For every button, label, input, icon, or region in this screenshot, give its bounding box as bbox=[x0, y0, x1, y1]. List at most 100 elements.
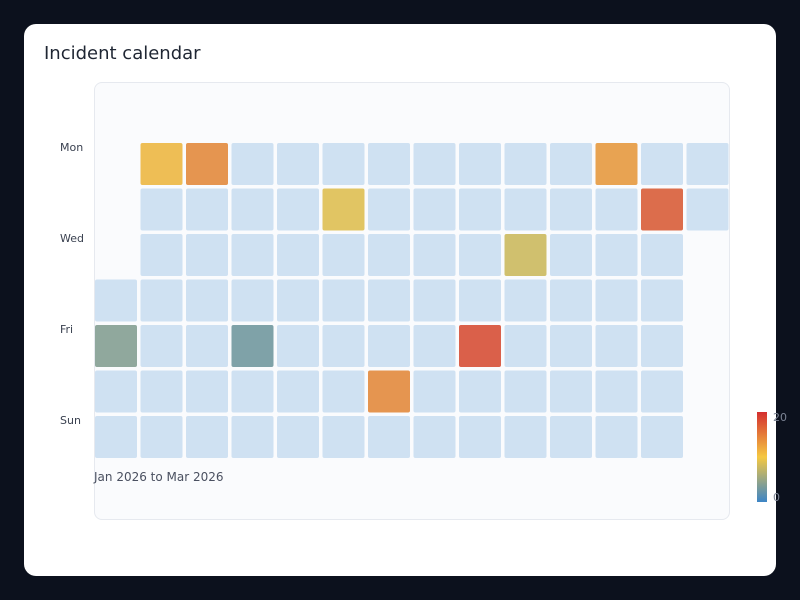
heatmap-cell[interactable] bbox=[459, 143, 501, 185]
heatmap-cell[interactable] bbox=[686, 188, 729, 231]
heatmap-cell[interactable] bbox=[595, 143, 638, 185]
heatmap-cell[interactable] bbox=[231, 188, 274, 231]
heatmap-cell[interactable] bbox=[95, 416, 137, 458]
heatmap-cell[interactable] bbox=[231, 279, 274, 322]
heatmap-cell[interactable] bbox=[322, 188, 365, 231]
heatmap-cell[interactable] bbox=[641, 325, 683, 367]
heatmap-cell[interactable] bbox=[504, 234, 547, 276]
heatmap-cell[interactable] bbox=[641, 143, 683, 185]
legend-max-label: 20 bbox=[773, 411, 787, 424]
heatmap-cell[interactable] bbox=[641, 279, 683, 322]
date-range-caption: Jan 2026 to Mar 2026 bbox=[93, 470, 224, 484]
heatmap-cell[interactable] bbox=[277, 143, 319, 185]
heatmap-cell[interactable] bbox=[413, 188, 456, 231]
heatmap-cell[interactable] bbox=[322, 279, 365, 322]
heatmap-cell[interactable] bbox=[186, 143, 228, 185]
heatmap-cell[interactable] bbox=[186, 279, 228, 322]
heatmap-cell[interactable] bbox=[504, 279, 547, 322]
heatmap-cell[interactable] bbox=[459, 234, 501, 276]
heatmap-cell[interactable] bbox=[550, 370, 592, 413]
heatmap-cell[interactable] bbox=[459, 370, 501, 413]
chart-title: Incident calendar bbox=[44, 43, 201, 64]
heatmap-cell[interactable] bbox=[504, 370, 547, 413]
heatmap-cell[interactable] bbox=[550, 234, 592, 276]
heatmap-cell[interactable] bbox=[95, 279, 137, 322]
heatmap-cell[interactable] bbox=[277, 234, 319, 276]
heatmap-cell[interactable] bbox=[641, 416, 683, 458]
heatmap-cell[interactable] bbox=[231, 234, 274, 276]
heatmap-cell[interactable] bbox=[231, 325, 274, 367]
weekday-label-wed: Wed bbox=[60, 232, 84, 245]
heatmap-cell[interactable] bbox=[322, 234, 365, 276]
heatmap-cell[interactable] bbox=[641, 370, 683, 413]
heatmap-cell[interactable] bbox=[368, 370, 410, 413]
heatmap-cell[interactable] bbox=[277, 325, 319, 367]
heatmap-cell[interactable] bbox=[550, 143, 592, 185]
heatmap-cell[interactable] bbox=[140, 370, 183, 413]
heatmap-cell[interactable] bbox=[231, 370, 274, 413]
heatmap-cell[interactable] bbox=[277, 188, 319, 231]
heatmap-cell[interactable] bbox=[140, 416, 183, 458]
heatmap-cell[interactable] bbox=[550, 188, 592, 231]
heatmap-cell[interactable] bbox=[140, 325, 183, 367]
heatmap-cell[interactable] bbox=[550, 279, 592, 322]
heatmap-cell[interactable] bbox=[186, 370, 228, 413]
heatmap-cell[interactable] bbox=[140, 234, 183, 276]
heatmap-cell[interactable] bbox=[641, 188, 683, 231]
heatmap-cell[interactable] bbox=[595, 325, 638, 367]
weekday-label-mon: Mon bbox=[60, 141, 83, 154]
heatmap-cell[interactable] bbox=[413, 234, 456, 276]
weekday-labels: Mon Wed Fri Sun bbox=[60, 141, 84, 427]
heatmap-cell[interactable] bbox=[140, 188, 183, 231]
heatmap-cell[interactable] bbox=[368, 416, 410, 458]
heatmap-cell[interactable] bbox=[641, 234, 683, 276]
heatmap-cell[interactable] bbox=[140, 143, 183, 185]
heatmap-cell[interactable] bbox=[459, 188, 501, 231]
heatmap-cell[interactable] bbox=[322, 143, 365, 185]
heatmap-cell[interactable] bbox=[140, 279, 183, 322]
heatmap-cell[interactable] bbox=[504, 416, 547, 458]
heatmap-cell[interactable] bbox=[504, 188, 547, 231]
heatmap-cell[interactable] bbox=[413, 416, 456, 458]
heatmap-cell[interactable] bbox=[95, 325, 137, 367]
heatmap-cell[interactable] bbox=[231, 143, 274, 185]
heatmap-cell[interactable] bbox=[277, 370, 319, 413]
heatmap-cell[interactable] bbox=[186, 416, 228, 458]
heatmap-cell[interactable] bbox=[95, 370, 137, 413]
heatmap-cell[interactable] bbox=[504, 325, 547, 367]
heatmap-cell[interactable] bbox=[186, 234, 228, 276]
heatmap-cell[interactable] bbox=[368, 279, 410, 322]
heatmap-cell[interactable] bbox=[459, 279, 501, 322]
heatmap-cell[interactable] bbox=[550, 325, 592, 367]
heatmap-cell[interactable] bbox=[368, 234, 410, 276]
legend-min-label: 0 bbox=[773, 491, 780, 504]
heatmap-cell[interactable] bbox=[595, 370, 638, 413]
weekday-label-sun: Sun bbox=[60, 414, 81, 427]
heatmap-cell[interactable] bbox=[595, 188, 638, 231]
heatmap-cell[interactable] bbox=[459, 325, 501, 367]
heatmap-cell[interactable] bbox=[231, 416, 274, 458]
heatmap-cell[interactable] bbox=[368, 188, 410, 231]
heatmap-cell[interactable] bbox=[322, 325, 365, 367]
heatmap-cell[interactable] bbox=[277, 279, 319, 322]
heatmap-cell[interactable] bbox=[504, 143, 547, 185]
heatmap-cell[interactable] bbox=[186, 325, 228, 367]
heatmap-cell[interactable] bbox=[413, 325, 456, 367]
heatmap-cell[interactable] bbox=[595, 279, 638, 322]
heatmap-cell[interactable] bbox=[595, 416, 638, 458]
heatmap-cell[interactable] bbox=[368, 325, 410, 367]
color-legend: 20 0 bbox=[757, 411, 787, 504]
heatmap-cell[interactable] bbox=[413, 370, 456, 413]
heatmap-cell[interactable] bbox=[368, 143, 410, 185]
heatmap-cell[interactable] bbox=[413, 143, 456, 185]
heatmap-cell[interactable] bbox=[550, 416, 592, 458]
heatmap-cell[interactable] bbox=[459, 416, 501, 458]
heatmap-cell[interactable] bbox=[413, 279, 456, 322]
heatmap-cell[interactable] bbox=[322, 416, 365, 458]
heatmap-cell[interactable] bbox=[322, 370, 365, 413]
heatmap-cell[interactable] bbox=[686, 143, 729, 185]
heatmap-cell[interactable] bbox=[186, 188, 228, 231]
heatmap-cell[interactable] bbox=[595, 234, 638, 276]
heatmap-cell[interactable] bbox=[277, 416, 319, 458]
